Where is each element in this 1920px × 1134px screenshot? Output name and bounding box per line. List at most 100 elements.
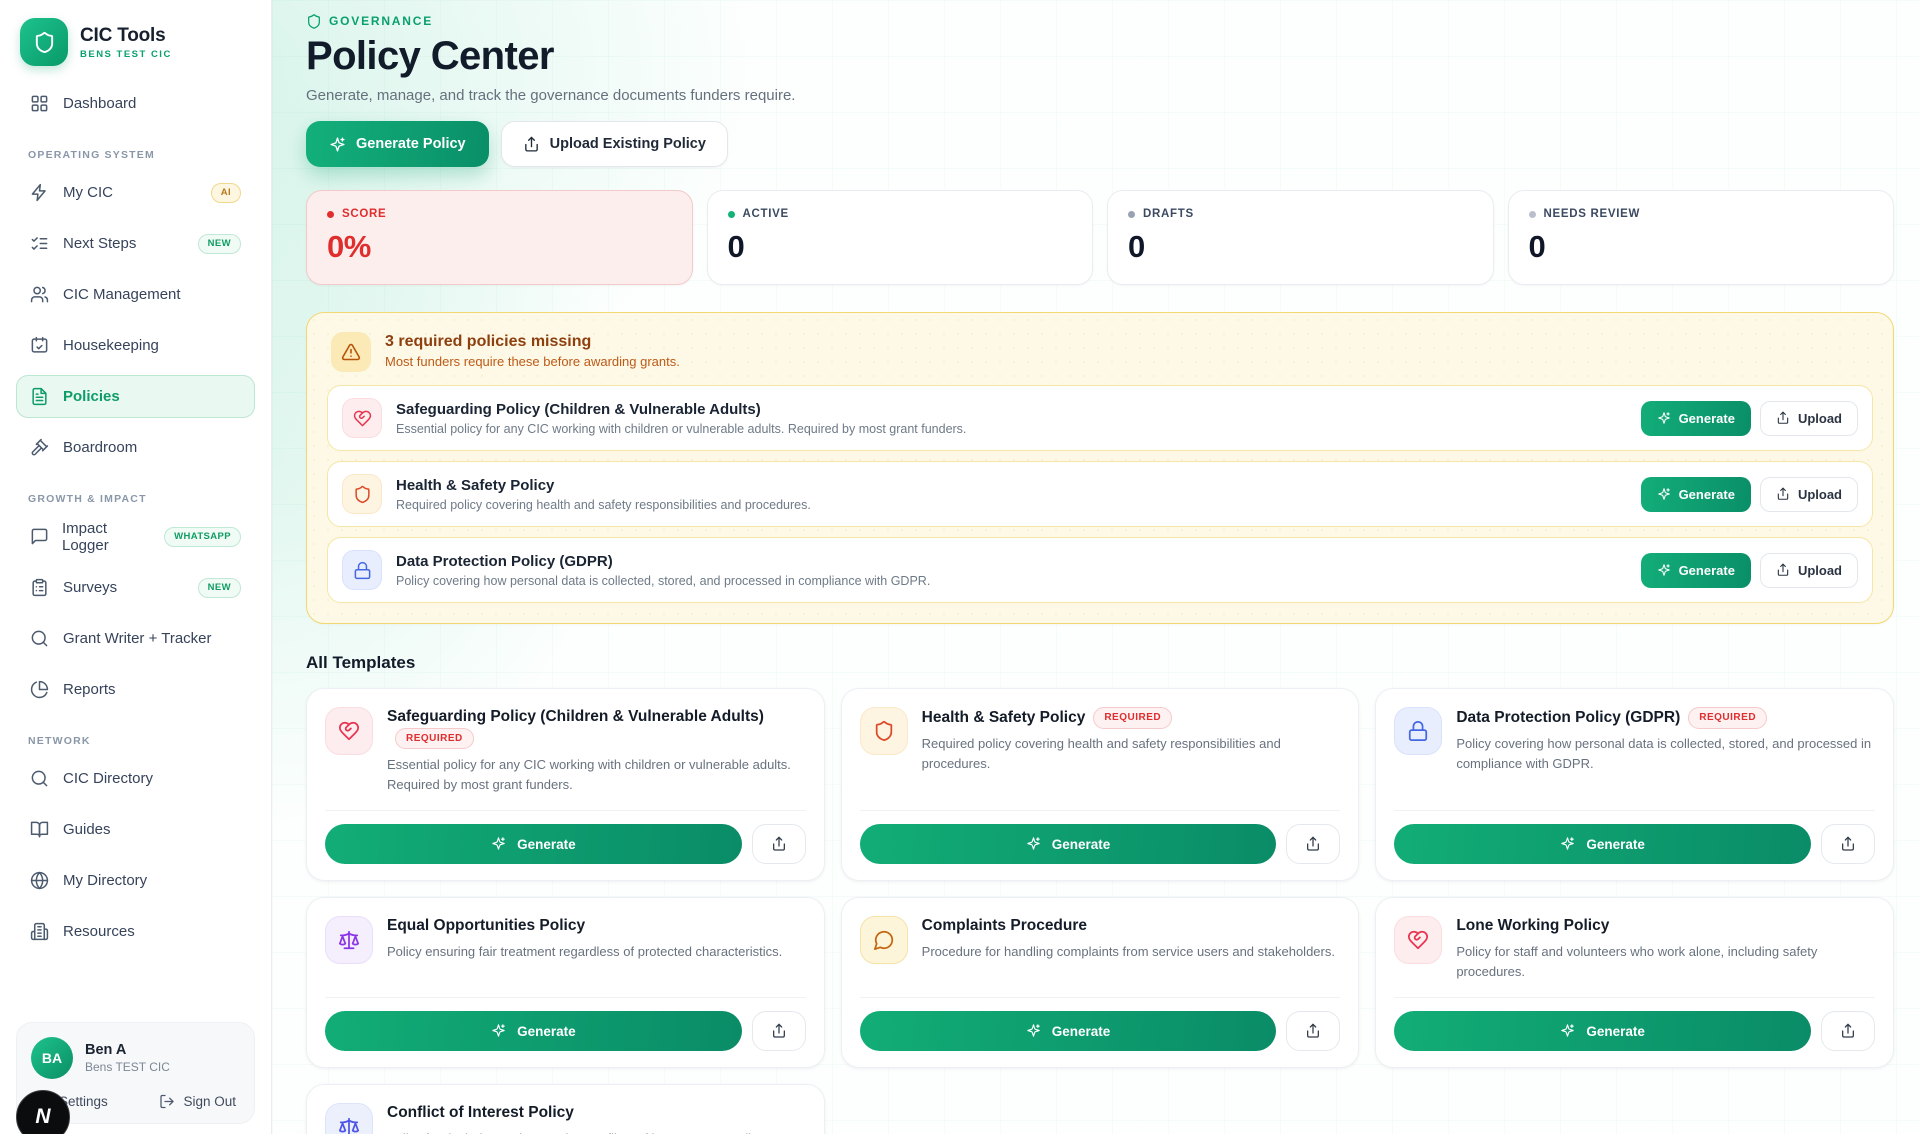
avatar: BA [31, 1037, 73, 1079]
sidebar-item-label: Impact Logger [62, 519, 109, 554]
stat-value: 0% [327, 229, 371, 264]
sidebar-item-label: Dashboard [63, 95, 137, 112]
checklist-icon [30, 234, 50, 254]
dashboard-icon [30, 94, 50, 114]
generate-policy-button[interactable]: Generate Policy [306, 121, 489, 167]
policy-description: Required policy covering health and safe… [396, 497, 811, 512]
upload-button[interactable]: Upload [1759, 476, 1858, 512]
required-badge: REQUIRED [1688, 707, 1768, 729]
sidebar-item-guides[interactable]: Guides [16, 808, 255, 851]
policy-title: Health & Safety Policy [396, 476, 555, 494]
template-card: Complaints Procedure Procedure for handli… [840, 897, 1360, 1069]
log-out-icon [159, 1093, 175, 1109]
required-policy-row: Health & Safety Policy Required policy co… [327, 461, 1873, 527]
status-dot [727, 210, 735, 218]
heart-handshake-icon [342, 398, 382, 438]
sidebar-item-reports[interactable]: Reports [16, 668, 255, 711]
template-description: Policy for staff and volunteers who work… [1456, 944, 1818, 980]
template-title: Health & Safety Policy [921, 709, 1086, 726]
sidebar-item-label: My Directory [63, 872, 148, 889]
template-card: Lone Working Policy Policy for staff and … [1375, 897, 1894, 1069]
upload-icon [523, 136, 540, 153]
policy-title: Data Protection Policy (GDPR) [396, 552, 613, 570]
message-square-icon [30, 527, 49, 547]
sidebar-item-my-cic[interactable]: My CIC AI [16, 171, 255, 214]
sidebar-item-label: Resources [63, 923, 135, 940]
upload-icon-button[interactable] [1821, 1011, 1875, 1052]
pie-chart-icon [30, 680, 50, 700]
sidebar-item-grant-writer-tracker[interactable]: Grant Writer + Tracker [16, 617, 255, 660]
template-title: Equal Opportunities Policy [387, 917, 586, 935]
template-card: Conflict of Interest Policy Policy for de… [306, 1084, 825, 1134]
status-dot [1128, 210, 1135, 218]
badge-whatsapp: WHATSAPP [164, 526, 241, 547]
scale-icon [325, 916, 373, 965]
user-org: Bens TEST CIC [85, 1060, 170, 1074]
generate-button[interactable]: Generate [1640, 476, 1751, 512]
template-card: Safeguarding Policy (Children & Vulnerab… [306, 688, 825, 882]
nav-section-header: GROWTH & IMPACT [28, 493, 147, 505]
generate-button[interactable]: Generate [859, 824, 1277, 865]
policy-title: Safeguarding Policy (Children & Vulnerab… [396, 400, 761, 418]
main-content: GOVERNANCE Policy Center Generate, manag… [272, 0, 1920, 1134]
floating-n-badge[interactable]: N [16, 1090, 70, 1134]
upload-icon-button[interactable] [1821, 824, 1875, 865]
stat-label: SCORE [342, 208, 387, 220]
generate-button[interactable]: Generate [1394, 824, 1811, 865]
sidebar-item-cic-management[interactable]: CIC Management [16, 273, 255, 316]
template-title: Conflict of Interest Policy [387, 1104, 574, 1122]
sidebar-item-cic-directory[interactable]: CIC Directory [16, 757, 255, 800]
template-card: Data Protection Policy (GDPR) REQUIRED Pol… [1375, 688, 1894, 882]
sidebar-item-resources[interactable]: Resources [16, 910, 255, 953]
upload-existing-policy-button[interactable]: Upload Existing Policy [500, 121, 728, 167]
template-description: Policy for declaring and managing confli… [387, 1129, 806, 1134]
status-dot [1528, 210, 1536, 218]
upload-icon-button[interactable] [751, 1011, 806, 1052]
sparkles-icon [1560, 1023, 1576, 1039]
all-templates-heading: All Templates [306, 653, 416, 672]
templates-grid: Safeguarding Policy (Children & Vulnerab… [306, 688, 1894, 1134]
sidebar-item-surveys[interactable]: Surveys NEW [16, 566, 255, 609]
generate-button[interactable]: Generate [325, 1011, 742, 1052]
sparkles-icon [491, 836, 507, 852]
generate-button[interactable]: Generate [1394, 1011, 1811, 1052]
user-card: BA Ben A Bens TEST CIC Settings Sign Out [16, 1022, 255, 1124]
sparkles-icon [1657, 563, 1671, 577]
upload-icon-button[interactable] [751, 824, 806, 865]
search-icon [30, 629, 50, 649]
generate-button[interactable]: Generate [1640, 400, 1751, 436]
generate-button[interactable]: Generate [859, 1011, 1277, 1052]
template-description: Required policy covering health and safe… [921, 735, 1281, 772]
file-text-icon [30, 387, 50, 407]
stat-value: 0 [1128, 229, 1145, 264]
sidebar-item-boardroom[interactable]: Boardroom [16, 426, 255, 469]
heart-handshake-icon [325, 707, 373, 755]
upload-icon-button[interactable] [1286, 1011, 1341, 1052]
upload-button[interactable]: Upload [1759, 400, 1858, 436]
sidebar-item-dashboard[interactable]: Dashboard [16, 82, 255, 125]
missing-policies-alert: 3 required policies missing Most funders… [306, 312, 1894, 624]
generate-button[interactable]: Generate [1640, 552, 1751, 588]
upload-icon-button[interactable] [1286, 824, 1341, 865]
sidebar-item-policies[interactable]: Policies [16, 375, 255, 418]
sidebar-item-label: Housekeeping [63, 337, 159, 354]
sidebar-item-housekeeping[interactable]: Housekeeping [16, 324, 255, 367]
sidebar-item-my-directory[interactable]: My Directory [16, 859, 255, 902]
stat-label: DRAFTS [1143, 208, 1194, 220]
stat-card-active: ACTIVE 0 [706, 190, 1093, 285]
sidebar-item-next-steps[interactable]: Next Steps NEW [16, 222, 255, 265]
building-icon [30, 922, 50, 942]
sidebar-item-impact-logger[interactable]: Impact Logger WHATSAPP [16, 515, 255, 558]
alert-subtitle: Most funders require these before awardi… [385, 354, 680, 369]
sidebar-item-label: Surveys [63, 579, 118, 596]
nav-section-header: NETWORK [28, 735, 91, 747]
sparkles-icon [1657, 411, 1671, 425]
alert-triangle-icon [331, 332, 371, 372]
template-card: Health & Safety Policy REQUIRED Required p… [840, 688, 1360, 882]
upload-button[interactable]: Upload [1759, 552, 1858, 588]
upload-icon [1840, 836, 1856, 852]
generate-button[interactable]: Generate [325, 824, 742, 865]
required-policy-row: Safeguarding Policy (Children & Vulnerab… [327, 385, 1873, 451]
sidebar-item-label: Guides [63, 821, 111, 838]
sign-out-button[interactable]: Sign Out [159, 1093, 236, 1109]
